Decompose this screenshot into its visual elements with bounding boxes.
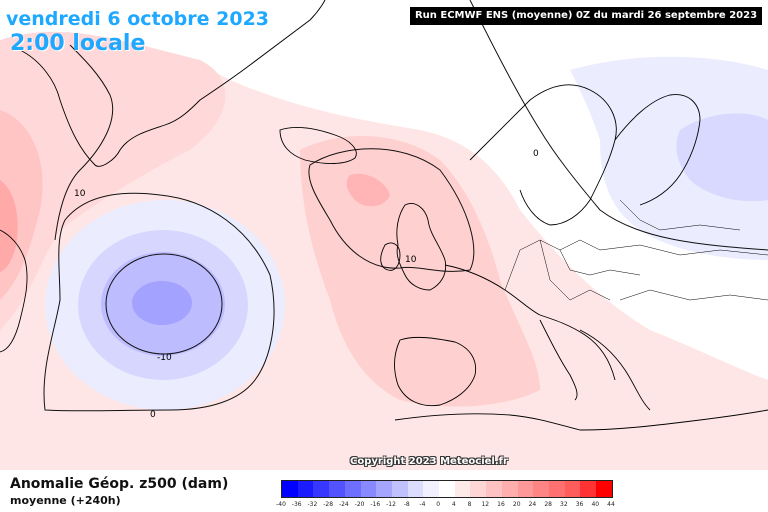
contour-lines <box>43 0 768 412</box>
color-scale-label: -4 <box>419 501 426 508</box>
color-scale-label: -24 <box>338 501 349 508</box>
coast-iceland <box>279 127 357 164</box>
color-scale-label: -36 <box>291 501 302 508</box>
contour-label: -10 <box>157 353 172 363</box>
color-scale-label: 32 <box>560 501 568 508</box>
color-scale-label: -32 <box>307 501 318 508</box>
color-scale-label: 16 <box>497 501 505 508</box>
coast-british-isles <box>396 203 447 291</box>
color-swatch <box>313 481 330 497</box>
color-swatch <box>376 481 392 497</box>
color-scale-label: -12 <box>386 501 396 508</box>
color-swatch <box>344 481 361 497</box>
copyright: Copyright 2023 Meteociel.fr <box>350 456 508 467</box>
color-scale-label: 12 <box>481 501 490 508</box>
color-scale-label: 28 <box>544 501 552 508</box>
coastlines <box>0 0 768 431</box>
valid-hour: 2:00 locale <box>10 31 146 56</box>
contour-label: 10 <box>74 189 86 199</box>
coast-finland <box>614 94 701 206</box>
color-swatch <box>517 481 534 497</box>
color-scale <box>281 480 613 498</box>
color-scale-label: 4 <box>451 501 456 508</box>
color-swatch <box>486 481 502 497</box>
coast-scandinavia <box>469 84 617 226</box>
anomaly-positive-ridge-core <box>346 173 390 207</box>
contour-0-north <box>469 0 768 251</box>
color-swatch <box>297 481 314 497</box>
color-scale-labels: -40 -36 -32 -28 -24 -20 -16 -12 -8 -4 0 4 8 12 16 20 24 2… <box>276 501 615 511</box>
contour-label: 10 <box>405 255 417 265</box>
map-canvas: 10 10 0 -10 0 <box>0 0 768 470</box>
anomaly-negative-north-outer <box>570 56 768 261</box>
coast-iberia <box>394 336 477 407</box>
color-scale-label: -40 <box>276 501 286 508</box>
color-swatch <box>407 481 424 497</box>
contour-label: 0 <box>533 149 539 159</box>
coast-africa <box>394 409 768 431</box>
color-swatch <box>454 481 471 497</box>
borders <box>504 199 768 301</box>
contour-minus10 <box>105 253 223 355</box>
coast-italy <box>539 319 578 401</box>
color-swatch <box>423 481 440 497</box>
anomaly-positive-west <box>0 31 226 330</box>
color-scale-label: 0 <box>436 501 441 508</box>
coast-europe-west <box>444 264 616 381</box>
color-swatch <box>470 481 487 497</box>
contour-10-north <box>54 44 114 241</box>
coast-balkans <box>579 329 651 411</box>
color-swatch <box>391 481 408 497</box>
color-scale-label: 24 <box>528 501 537 508</box>
valid-date: vendredi 6 octobre 2023 <box>6 8 270 30</box>
color-scale-label: 20 <box>512 501 521 508</box>
contour-0-west <box>43 192 275 412</box>
color-swatch <box>596 481 612 497</box>
color-scale-label: 44 <box>607 501 615 508</box>
color-scale-label: 40 <box>591 501 600 508</box>
color-scale-label: 8 <box>467 501 472 508</box>
contour-label: 0 <box>150 410 156 420</box>
run-info: Run ECMWF ENS (moyenne) 0Z du mardi 26 s… <box>410 7 762 25</box>
variable-title: Anomalie Géop. z500 (dam) <box>10 476 229 492</box>
color-swatch <box>439 481 455 497</box>
color-swatch <box>580 481 597 497</box>
color-swatch <box>360 481 377 497</box>
contour-10-ridge <box>308 148 475 272</box>
color-scale-label: -20 <box>354 501 365 508</box>
color-swatch <box>533 481 549 497</box>
color-scale-label: -8 <box>403 501 410 508</box>
color-swatch <box>501 481 518 497</box>
anomaly-negative-north-inner <box>676 113 768 202</box>
coast-labrador <box>0 229 28 353</box>
color-swatch <box>282 481 298 497</box>
variable-subtitle: moyenne (+240h) <box>10 494 121 507</box>
anomaly-positive-ridge <box>300 136 540 407</box>
color-swatch <box>564 481 581 497</box>
color-swatch <box>329 481 345 497</box>
color-scale-label: -28 <box>323 501 334 508</box>
anomaly-negative-core <box>132 281 192 325</box>
anomaly-map: 10 10 0 -10 0 <box>0 0 768 470</box>
coast-ireland <box>380 242 401 271</box>
anomaly-positive-west-max <box>0 180 18 272</box>
color-scale-label: -16 <box>370 501 381 508</box>
color-scale-label: 36 <box>575 501 584 508</box>
color-swatch <box>548 481 565 497</box>
coast-greenland <box>19 0 326 167</box>
